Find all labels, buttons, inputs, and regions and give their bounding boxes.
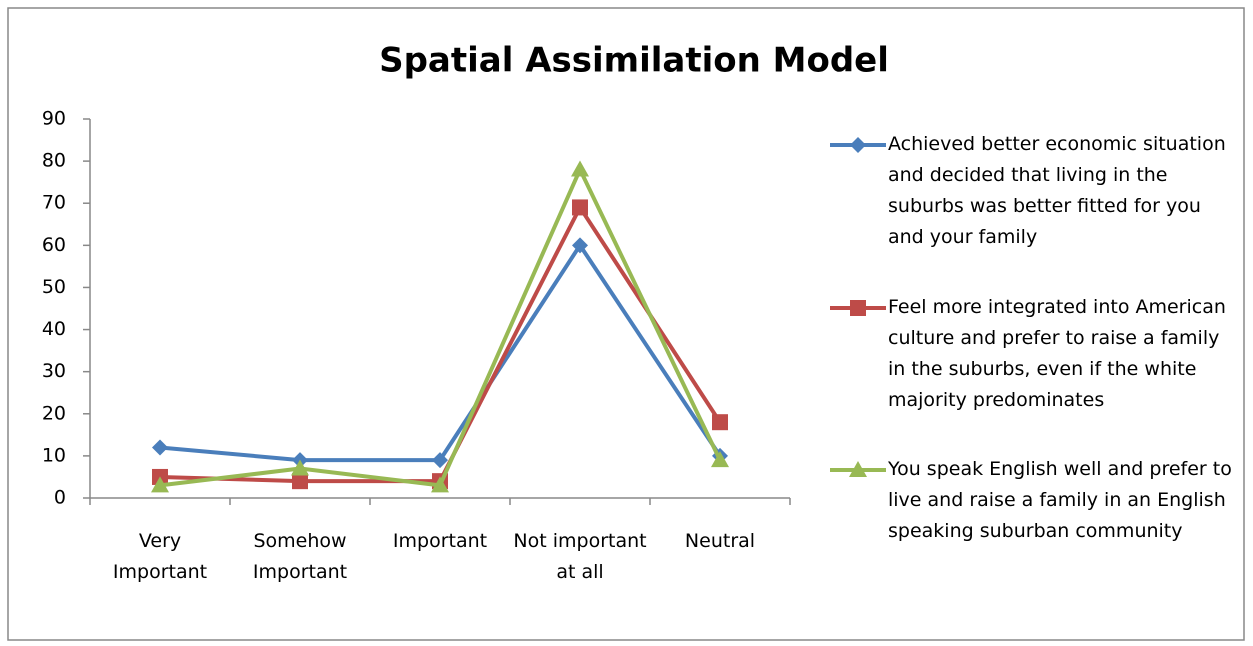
y-tick-label: 90	[42, 108, 66, 130]
y-tick-label: 20	[42, 402, 66, 424]
x-tick-label: Very Important	[112, 530, 208, 583]
x-tick-label: Important	[392, 530, 488, 552]
legend-marker	[849, 461, 867, 477]
y-tick-label: 70	[42, 192, 66, 214]
point	[292, 473, 308, 490]
y-tick-label: 50	[42, 276, 66, 298]
y-tick-label: 30	[42, 360, 66, 382]
legend-marker	[850, 300, 866, 316]
point	[572, 199, 588, 216]
x-tick-label: Not important at all	[513, 530, 647, 583]
point	[712, 414, 728, 431]
point	[572, 237, 588, 254]
point	[152, 439, 168, 456]
legend-marker	[850, 137, 866, 153]
point	[432, 452, 448, 469]
point	[571, 160, 589, 177]
chart-frame	[7, 7, 1245, 641]
point	[711, 451, 729, 468]
y-tick-label: 0	[54, 487, 66, 509]
y-tick-label: 10	[42, 444, 66, 466]
point	[151, 476, 169, 493]
y-tick-label: 80	[42, 150, 66, 172]
chart-title: Spatial Assimilation Model	[379, 41, 889, 81]
x-tick-label: Neutral	[684, 530, 756, 552]
point	[431, 476, 449, 493]
legend-label: Achieved better economic situation and d…	[888, 133, 1226, 248]
y-tick-label: 60	[42, 234, 66, 256]
point	[291, 459, 309, 476]
y-tick-label: 40	[42, 318, 66, 340]
legend-label: Feel more integrated into American cultu…	[888, 296, 1226, 411]
legend-label: You speak English well and prefer to liv…	[888, 458, 1232, 542]
x-tick-label: Somehow Important	[252, 530, 348, 583]
